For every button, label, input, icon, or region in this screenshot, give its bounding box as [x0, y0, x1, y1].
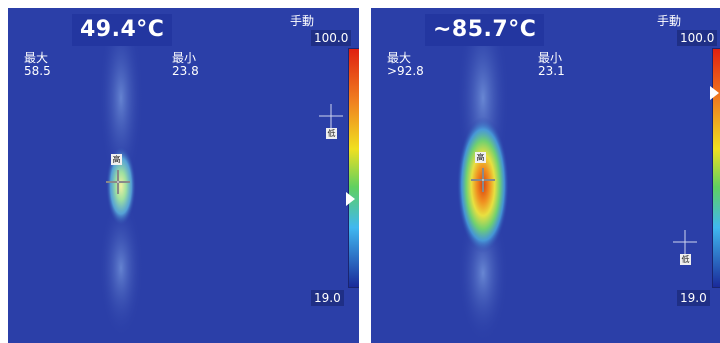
min-temperature: 最小 23.8: [172, 52, 199, 78]
low-tag: 低: [326, 128, 337, 139]
min-value: 23.1: [538, 64, 565, 78]
color-scale-bar: [348, 48, 359, 288]
high-point-crosshair-icon: [471, 168, 495, 192]
mode-label: 手動: [657, 14, 682, 28]
scale-pointer: [346, 192, 355, 206]
min-temperature: 最小 23.1: [538, 52, 565, 78]
low-tag: 低: [680, 254, 691, 265]
scale-pointer: [710, 86, 719, 100]
max-value: >92.8: [387, 64, 424, 78]
thermal-plume-right: [371, 8, 720, 343]
max-temperature: 最大 >92.8: [387, 52, 424, 78]
center-temperature: ~85.7°C: [425, 14, 545, 46]
max-value: 58.5: [24, 64, 51, 78]
thermal-plume-left: [8, 8, 359, 343]
high-tag: 高: [111, 154, 122, 165]
scale-min-value: 19.0: [311, 290, 344, 306]
max-label: 最大: [24, 51, 49, 65]
high-point-crosshair-icon: [106, 170, 130, 194]
max-temperature: 最大 58.5: [24, 52, 51, 78]
thermal-image-right: ~85.7°C 手動 100.0 最大 >92.8 最小 23.1 19.0 高…: [371, 8, 720, 343]
center-temperature: 49.4°C: [72, 14, 173, 46]
scale-max-value: 100.0: [311, 30, 352, 46]
scale-min-value: 19.0: [677, 290, 710, 306]
mode-label: 手動: [290, 14, 315, 28]
low-point-crosshair-icon: [319, 104, 343, 128]
color-scale-bar: [712, 48, 720, 288]
thermal-image-left: 49.4°C 手動 100.0 最大 58.5 最小 23.8 19.0 高 低: [8, 8, 359, 343]
min-label: 最小: [172, 51, 197, 65]
scale-max-value: 100.0: [677, 30, 718, 46]
high-tag: 高: [475, 152, 486, 163]
min-value: 23.8: [172, 64, 199, 78]
max-label: 最大: [387, 51, 412, 65]
low-point-crosshair-icon: [673, 230, 697, 254]
min-label: 最小: [538, 51, 563, 65]
